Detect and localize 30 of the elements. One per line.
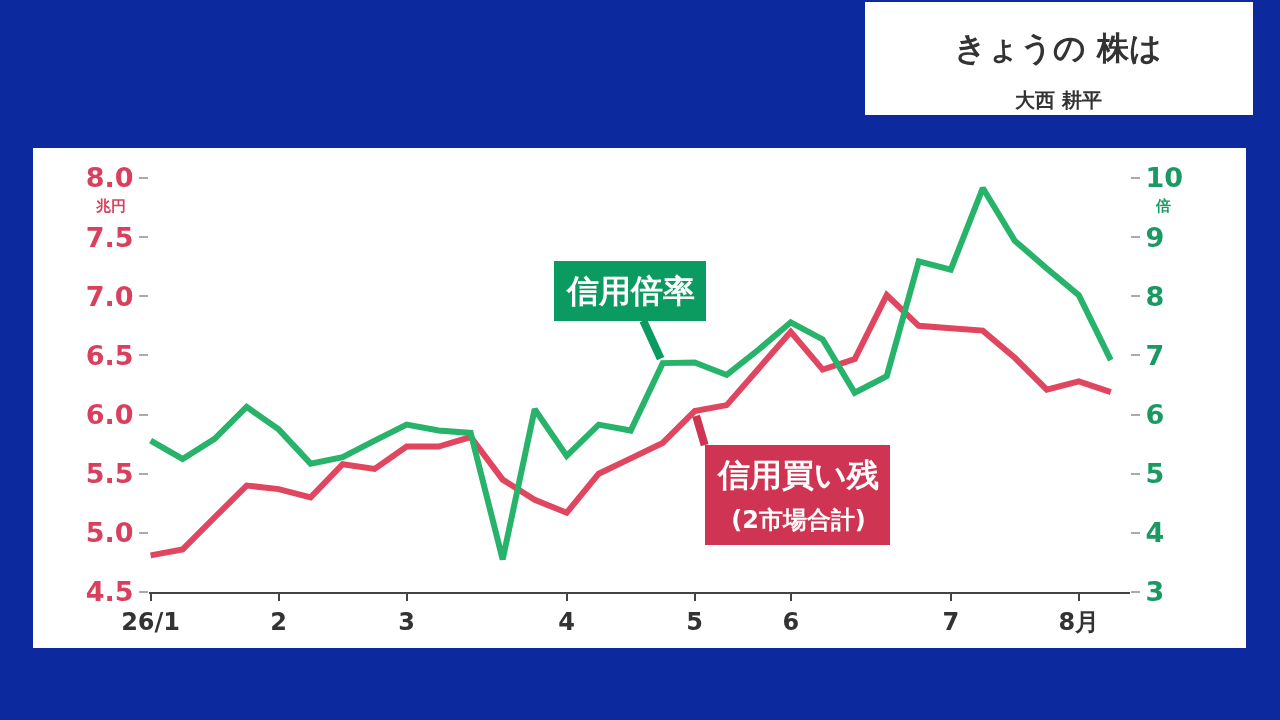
- x-tick-label: 7: [942, 607, 960, 636]
- y2-tick-label: 6: [1145, 399, 1165, 431]
- y-axis-title: 兆円: [95, 197, 126, 215]
- y2-tick-label: 8: [1145, 280, 1165, 312]
- y2-tick-label: 5: [1145, 458, 1165, 490]
- y2-tick-label: 9: [1145, 221, 1165, 253]
- y2-tick-label: 10: [1145, 162, 1183, 194]
- y2-tick-label: 3: [1145, 576, 1165, 608]
- x-tick-label: 5: [686, 607, 704, 636]
- chart-subtitle: 大西 耕平: [1015, 88, 1102, 112]
- series-label: 信用買い残 (2市場合計): [716, 456, 879, 534]
- x-tick-label: 8月: [1058, 607, 1100, 636]
- x-tick-label: 3: [398, 607, 415, 636]
- chart-title: きょうの 株は: [953, 29, 1163, 68]
- y2-tick-label: 7: [1145, 339, 1165, 371]
- y2-axis-title: 倍: [1155, 197, 1171, 215]
- y-tick-label: 6.0: [85, 399, 134, 431]
- y-tick-label: 5.0: [85, 517, 134, 549]
- y-tick-label: 7.0: [85, 280, 134, 312]
- y-tick-label: 8.0: [85, 162, 134, 194]
- series-label: 信用倍率: [565, 272, 695, 310]
- y-tick-label: 4.5: [85, 576, 134, 608]
- x-tick-label: 6: [782, 607, 800, 636]
- y-tick-label: 5.5: [85, 458, 134, 490]
- x-tick-label: 26/1: [121, 607, 181, 636]
- y-tick-label: 6.5: [85, 339, 134, 371]
- x-tick-label: 4: [558, 607, 576, 636]
- y-tick-label: 7.5: [85, 221, 134, 253]
- y2-tick-label: 4: [1145, 517, 1165, 549]
- x-tick-label: 2: [270, 607, 287, 636]
